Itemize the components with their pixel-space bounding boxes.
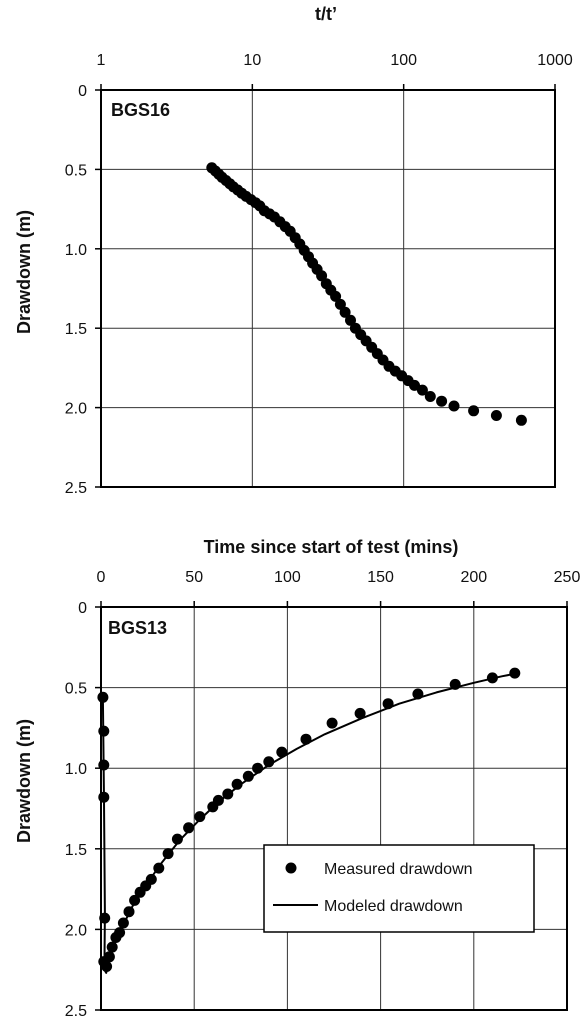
y-tick-label: 2.0 bbox=[65, 922, 87, 939]
data-point bbox=[212, 794, 224, 806]
y-tick-label: 2.5 bbox=[65, 1003, 87, 1020]
y-tick-label: 0 bbox=[78, 83, 87, 100]
gridlines bbox=[95, 601, 568, 1011]
y-axis-title: Drawdown (m) bbox=[14, 210, 34, 334]
data-point bbox=[448, 400, 460, 412]
data-point bbox=[409, 379, 420, 391]
y-tick-label: 1.0 bbox=[65, 761, 87, 778]
x-tick-label: 1 bbox=[97, 52, 106, 69]
chart-bgs13: Time since start of test (mins) Drawdown… bbox=[14, 537, 580, 1020]
y-tick-label: 2.0 bbox=[65, 401, 87, 418]
data-point bbox=[316, 270, 328, 282]
legend-label-measured: Measured drawdown bbox=[324, 861, 473, 878]
data-point bbox=[354, 707, 366, 719]
x-tick-label: 100 bbox=[390, 52, 417, 69]
x-tick-label: 0 bbox=[97, 569, 106, 586]
y-tick-label: 0 bbox=[78, 600, 87, 617]
data-point bbox=[242, 770, 254, 782]
x-tick-label: 50 bbox=[185, 569, 203, 586]
data-point bbox=[183, 822, 195, 834]
series-line-modeled bbox=[101, 672, 519, 974]
legend-box bbox=[263, 844, 535, 933]
data-point bbox=[326, 717, 338, 729]
panel-label: BGS16 bbox=[111, 100, 170, 120]
y-tick-label: 1.5 bbox=[65, 842, 87, 859]
x-tick-label: 10 bbox=[243, 52, 261, 69]
plot-frame bbox=[100, 606, 568, 1011]
tick-labels: 1 10 100 1000 0 0.5 1.0 1.5 2.0 2.5 bbox=[65, 52, 573, 497]
data-point bbox=[231, 778, 243, 790]
y-tick-label: 1.5 bbox=[65, 321, 87, 338]
data-point bbox=[171, 833, 183, 845]
data-point bbox=[424, 391, 436, 402]
y-tick-label: 1.0 bbox=[65, 242, 87, 259]
chart-bgs16: t/t’ Drawdown (m) 1 10 100 1000 0 0.5 1.0 1.5 2.… bbox=[14, 4, 573, 497]
y-tick-label: 0.5 bbox=[65, 681, 87, 698]
data-point bbox=[436, 395, 448, 407]
y-tick-label: 0.5 bbox=[65, 162, 87, 179]
x-tick-label: 1000 bbox=[537, 52, 573, 69]
tick-labels: 0 50 100 150 200 250 0 0.5 1.0 1.5 2.0 2.5 bbox=[65, 569, 580, 1020]
data-point bbox=[339, 306, 351, 318]
data-point bbox=[490, 410, 502, 421]
legend-marker-measured bbox=[285, 862, 297, 874]
data-point bbox=[515, 414, 527, 426]
data-marks bbox=[97, 667, 521, 974]
data-point bbox=[468, 405, 480, 417]
data-point bbox=[330, 290, 342, 302]
y-axis-title: Drawdown (m) bbox=[14, 719, 34, 843]
data-marks bbox=[206, 162, 527, 426]
panel-label: BGS13 bbox=[108, 618, 167, 638]
x-tick-label: 100 bbox=[274, 569, 301, 586]
x-axis-title: Time since start of test (mins) bbox=[204, 537, 459, 557]
data-point bbox=[334, 298, 346, 310]
plot-frame bbox=[100, 89, 556, 488]
x-tick-label: 150 bbox=[367, 569, 394, 586]
data-point bbox=[194, 811, 206, 823]
x-axis-title: t/t’ bbox=[315, 4, 337, 24]
x-tick-label: 200 bbox=[460, 569, 487, 586]
y-tick-label: 2.5 bbox=[65, 480, 87, 497]
legend: Measured drawdown Modeled drawdown bbox=[263, 844, 535, 933]
legend-label-modeled: Modeled drawdown bbox=[324, 898, 463, 915]
data-point bbox=[345, 314, 356, 326]
x-tick-label: 250 bbox=[554, 569, 580, 586]
data-point bbox=[416, 384, 428, 396]
